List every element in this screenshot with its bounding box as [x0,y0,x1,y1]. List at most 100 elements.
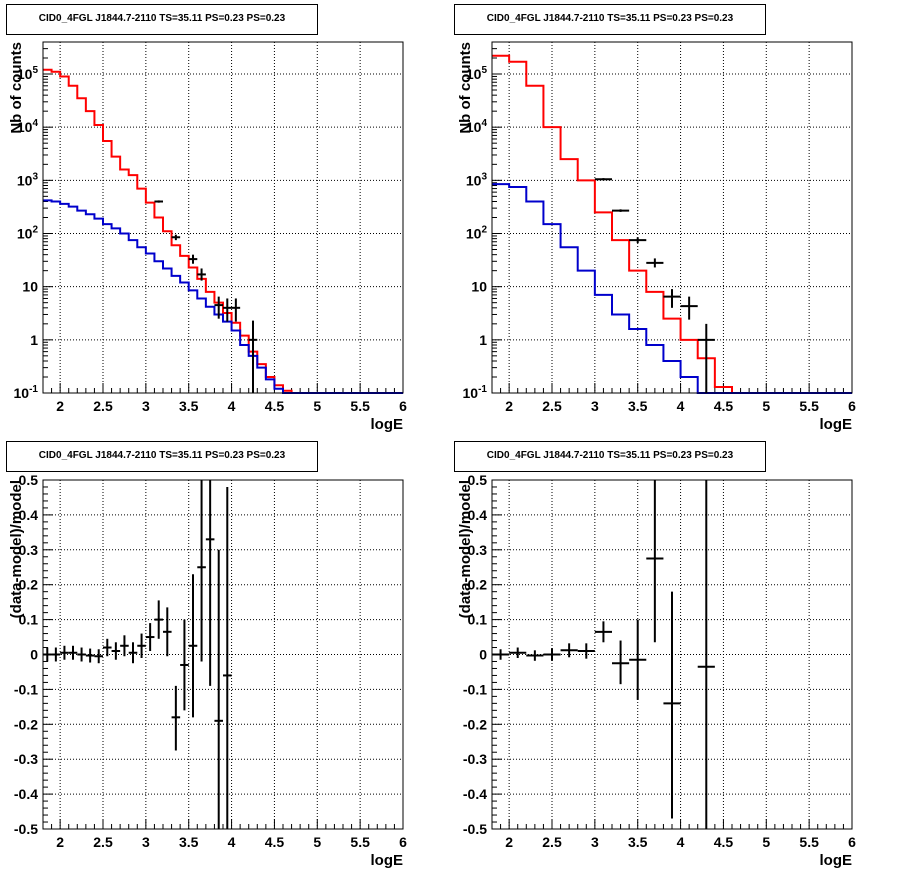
x-tick-label: 5.5 [350,398,370,414]
x-tick-label: 3 [591,834,599,850]
x-tick-label: 2 [505,398,513,414]
data-point [594,621,612,643]
data-point [60,645,69,660]
y-tick-label: 0 [479,647,487,663]
plot-frame [491,41,853,394]
y-tick-label: 0.4 [468,507,488,523]
data-point [68,645,78,660]
data-point [171,234,181,241]
data-point [612,209,630,212]
data-point [171,685,181,751]
y-axis-title: (data-model)/model [8,480,25,618]
data-point [663,591,681,819]
data-point [612,640,630,685]
x-tick-label: 5 [313,398,321,414]
data-point [214,549,223,829]
data-point [697,480,715,829]
y-tick-label: -0.2 [14,716,38,732]
y-tick-label: 105 [466,65,488,82]
data-point [137,633,146,658]
y-axis-title: Nb of counts [8,42,25,134]
chart-title-top-right: CID0_4FGL J1844.7-2110 TS=35.11 PS=0.23 … [454,4,766,35]
data-point [111,642,121,660]
x-tick-label: 4.5 [714,398,734,414]
x-tick-label: 3.5 [179,834,199,850]
y-tick-label: 0.5 [468,472,488,488]
y-tick-label: -0.3 [463,751,487,767]
y-tick-label: 10-1 [14,384,39,401]
data-point [646,480,664,643]
y-tick-label: 0.3 [19,542,39,558]
x-tick-label: 3.5 [628,398,648,414]
data-point [51,647,61,662]
data-point [577,643,595,659]
y-tick-label: 0.5 [19,472,39,488]
data-point [214,296,223,319]
y-tick-label: 102 [17,225,39,242]
y-axis-title: (data-model)/model [457,480,474,618]
y-tick-label: -0.5 [463,821,487,837]
x-tick-label: 5.5 [350,834,370,850]
data-point [629,237,647,244]
y-tick-label: 1 [30,332,38,348]
data-point [492,649,510,660]
data-point [526,650,544,661]
plot-frame [42,41,404,394]
x-axis-title: logE [371,416,404,433]
x-tick-label: 4 [228,398,236,414]
y-tick-label: -0.4 [463,786,487,802]
data-point [543,648,561,661]
x-tick-label: 3 [142,834,150,850]
x-tick-label: 6 [399,398,407,414]
x-tick-label: 2 [505,834,513,850]
data-point [188,254,198,264]
x-tick-label: 4.5 [714,834,734,850]
x-tick-label: 3 [591,398,599,414]
y-tick-label: 103 [17,171,39,188]
data-point [509,647,527,658]
data-point [205,480,215,686]
y-tick-label: -0.2 [463,716,487,732]
x-tick-label: 5 [313,834,321,850]
x-tick-label: 4.5 [265,398,285,414]
data-point [560,643,578,658]
data-point [180,619,189,711]
data-point [188,574,198,718]
x-tick-label: 2.5 [542,398,562,414]
x-tick-label: 5 [762,834,770,850]
data-point [680,296,698,320]
y-tick-label: 102 [466,225,488,242]
data-point [145,623,155,652]
chart-panel-2: 2 2.5 3 3.5 4 4.5 5 5.5 6 -0.5 -0.4 -0.3 -0.2 -0.1 0 0.… [8,472,407,869]
plot-frame [42,479,404,830]
chart-panel-1: 2 2.5 3 3.5 4 4.5 5 5.5 6 10-1 1 10 102 103 104 105 logE… [457,41,856,433]
x-tick-label: 2.5 [93,398,113,414]
data-point [594,178,612,181]
x-axis-title: logE [820,852,853,869]
chart-title-top-left: CID0_4FGL J1844.7-2110 TS=35.11 PS=0.23 … [6,4,318,35]
data-point [163,607,172,657]
data-point [77,647,86,662]
data-point [120,635,129,657]
y-tick-label: 0.4 [19,507,39,523]
x-tick-label: 2.5 [93,834,113,850]
chart-title-bottom-right: CID0_4FGL J1844.7-2110 TS=35.11 PS=0.23 … [454,441,766,472]
x-axis-title: logE [820,416,853,433]
x-tick-label: 2 [56,398,64,414]
y-tick-label: 104 [17,118,39,135]
data-point [197,480,206,662]
chart-title-bottom-left: CID0_4FGL J1844.7-2110 TS=35.11 PS=0.23 … [6,441,318,472]
data-point [94,649,103,664]
data-point [154,600,163,639]
data-point [248,320,258,393]
chart-panel-3: 2 2.5 3 3.5 4 4.5 5 5.5 6 -0.5 -0.4 -0.3 -0.2 -0.1 0 0.… [457,472,856,869]
y-tick-label: -0.3 [14,751,38,767]
y-tick-label: 10 [22,279,38,295]
data-point [85,648,95,663]
data-point [223,486,232,829]
data-point [128,642,138,664]
x-tick-label: 3 [142,398,150,414]
y-tick-label: -0.1 [14,681,38,697]
data-point [223,298,232,322]
